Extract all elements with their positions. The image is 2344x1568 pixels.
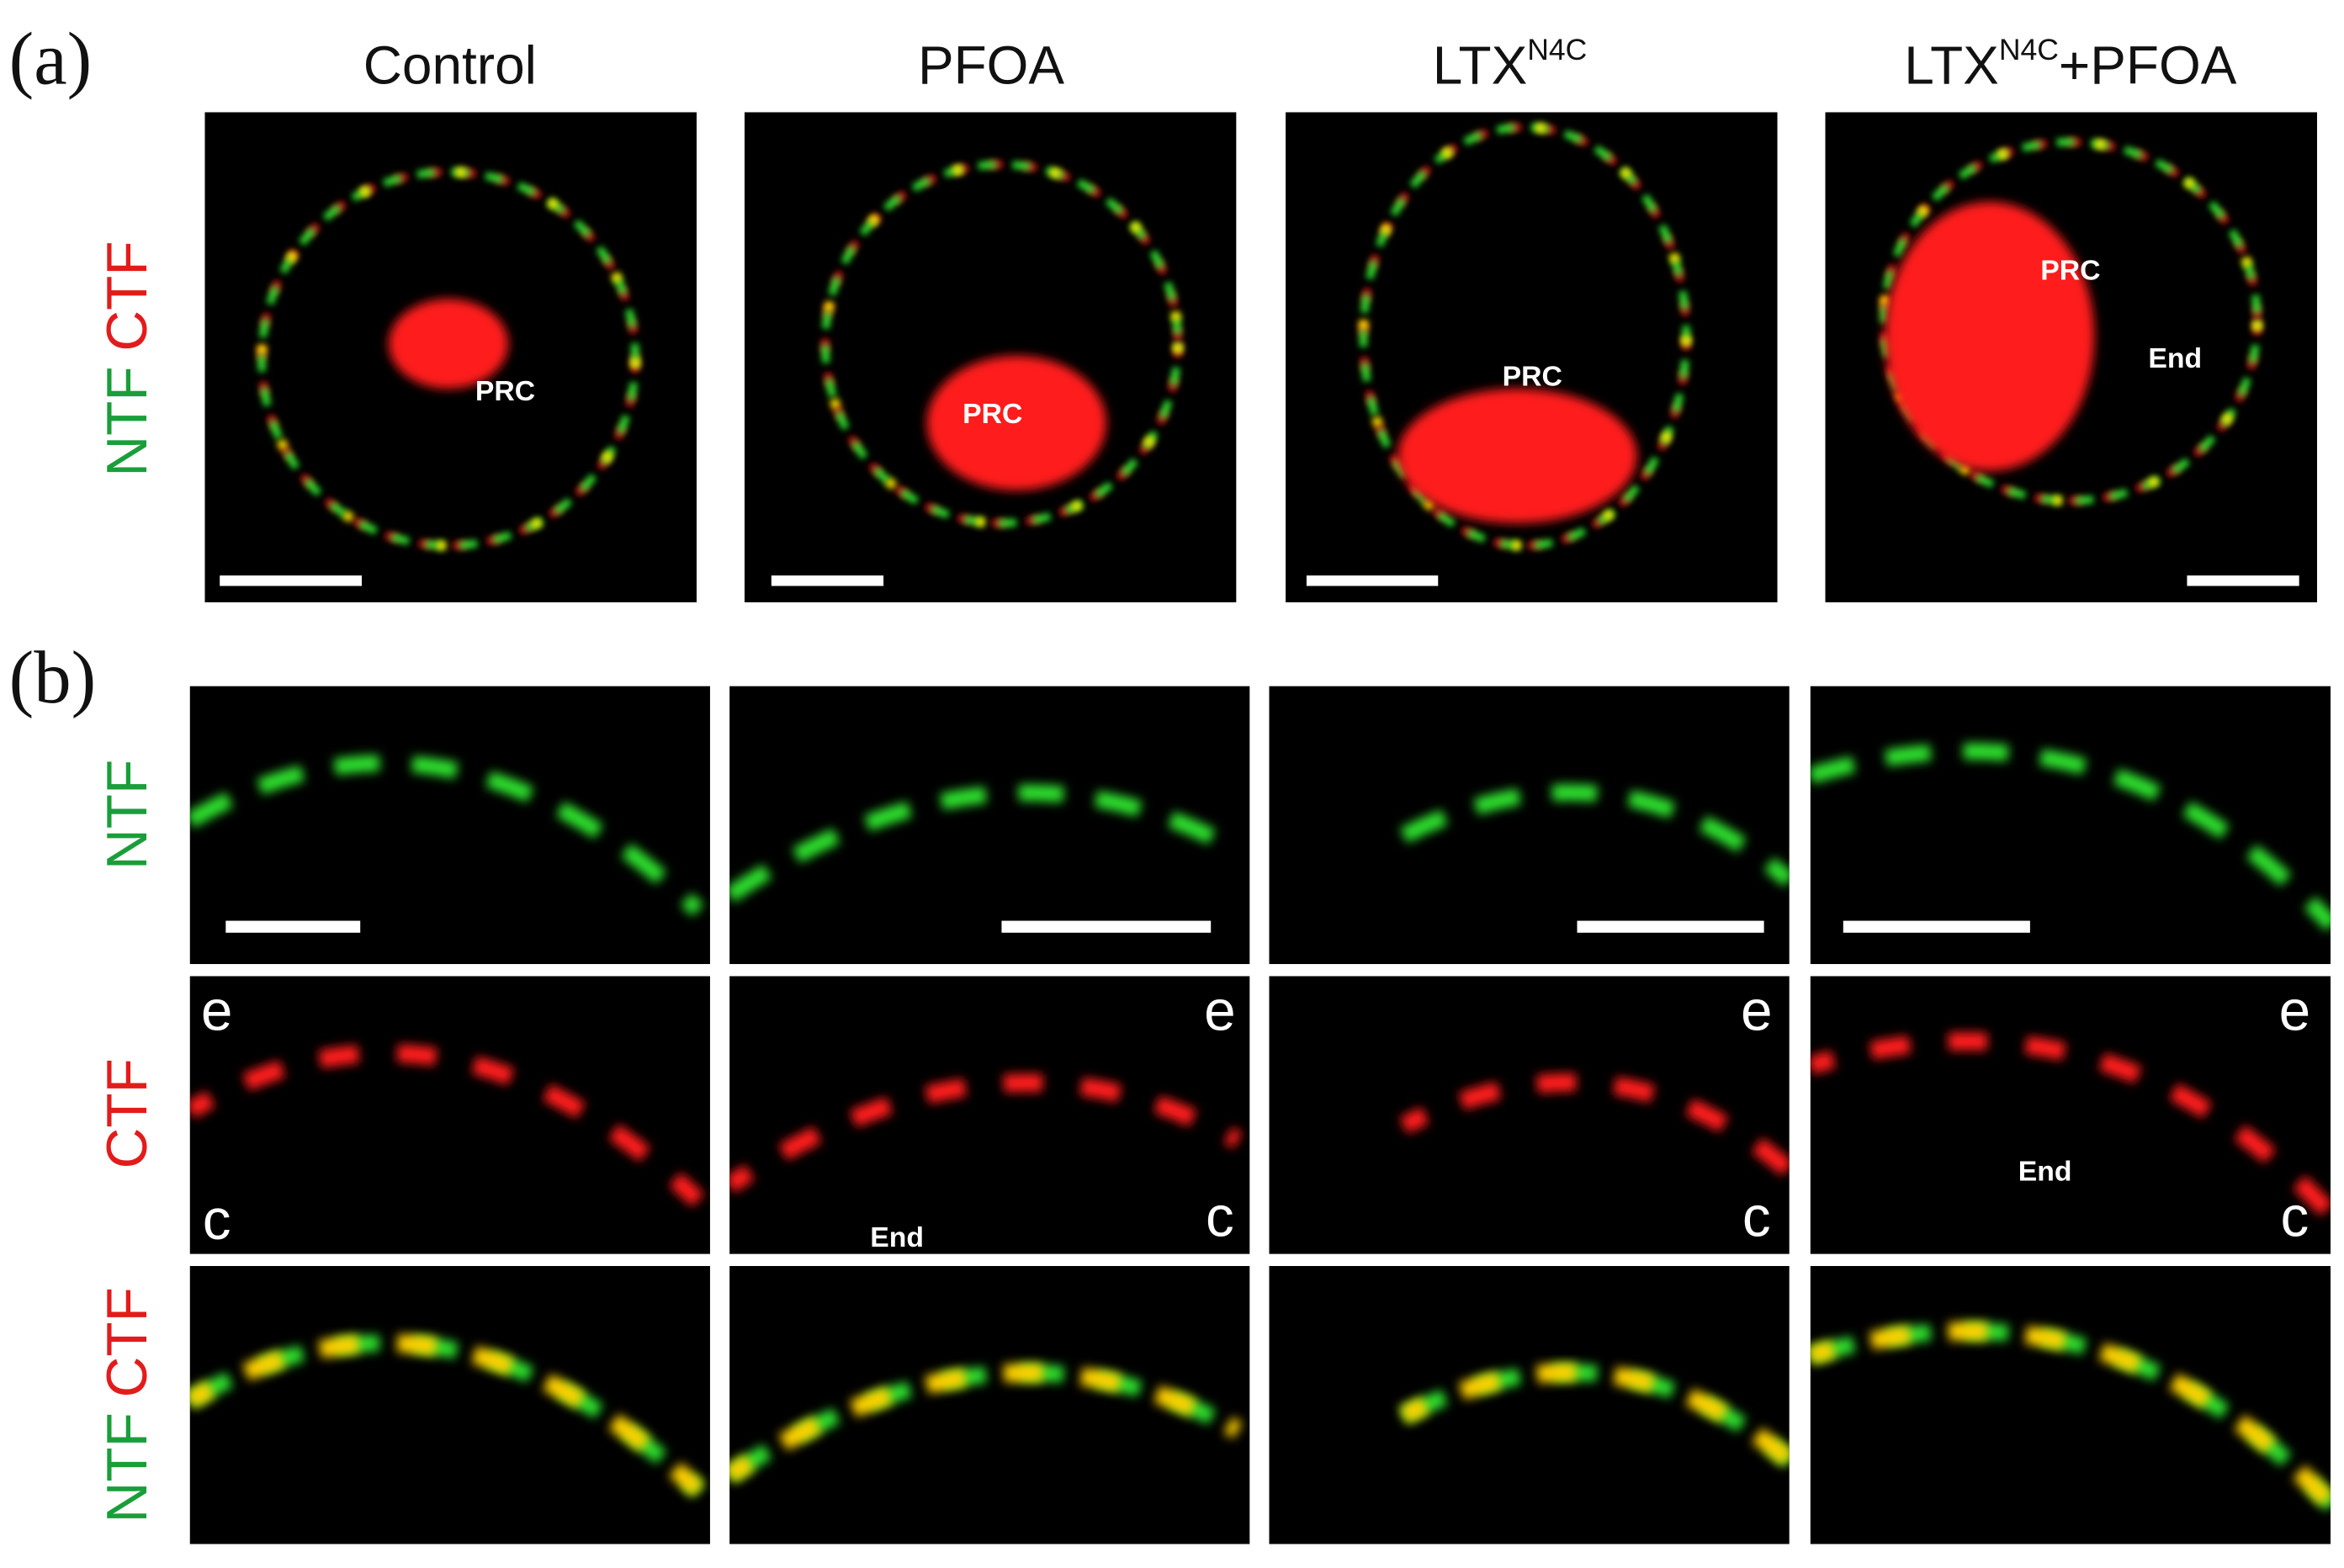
image-annotation: PRC (2040, 254, 2100, 286)
membrane-green (1400, 1364, 1790, 1467)
compartment-label: c (203, 1189, 231, 1252)
image-annotation: End (2148, 342, 2202, 374)
title-suffix: +PFOA (2059, 35, 2237, 96)
row-label: NTF CTF (96, 241, 159, 476)
column-title: LTXN4C+PFOA (1904, 33, 2236, 95)
row-label-word: CTF (96, 241, 159, 351)
prc-blob (1885, 201, 2095, 471)
membrane-red (189, 1334, 705, 1497)
scale-bar (2187, 575, 2299, 586)
micrograph (1810, 1266, 2331, 1544)
membrane-red (1810, 1032, 2331, 1221)
compartment-label: c (2280, 1185, 2309, 1248)
scale-bar (220, 575, 362, 586)
membrane-green (1400, 784, 1790, 887)
micrograph (729, 1266, 1250, 1544)
compartment-label: e (1204, 979, 1236, 1042)
image-annotation: End (2018, 1156, 2072, 1188)
row-label: NTF CTF (96, 1287, 159, 1523)
micrograph: PRC (204, 112, 697, 603)
micrograph (1269, 686, 1790, 965)
micrograph (1269, 1266, 1790, 1544)
membrane-red (1810, 1322, 2331, 1512)
image-annotation: End (870, 1221, 924, 1253)
row-label-word: CTF (96, 1287, 159, 1397)
micrograph (189, 1266, 710, 1544)
row-label-word: NTF (96, 1412, 159, 1523)
column-title: Control (363, 35, 537, 96)
title-text: LTX (1904, 35, 1999, 96)
image-background (189, 1266, 710, 1544)
row-label-word: NTF (96, 366, 159, 476)
image-background (729, 686, 1250, 965)
membrane-yellow (820, 160, 1183, 528)
title-superscript: N4C (1527, 33, 1587, 66)
scale-bar (225, 920, 361, 933)
compartment-label: c (1206, 1185, 1234, 1248)
image-background (1286, 112, 1778, 603)
membrane-red (189, 1044, 705, 1207)
micrograph (729, 686, 1250, 965)
row-label: CTF (96, 1058, 159, 1168)
panel-label: (b) (9, 637, 97, 719)
scale-bar (1001, 920, 1212, 933)
row-label-word: NTF (96, 760, 159, 870)
membrane-yellow (257, 167, 640, 550)
micrograph: e c End (729, 976, 1250, 1254)
micrograph: PRC (1286, 112, 1778, 603)
column-title: LTXN4C (1433, 33, 1588, 95)
image-background (1810, 976, 2331, 1254)
scale-bar (1577, 920, 1764, 933)
compartment-label: e (201, 979, 233, 1042)
image-annotation: PRC (963, 398, 1022, 430)
title-text: LTX (1433, 35, 1528, 96)
micrograph: ec (189, 976, 710, 1254)
image-background (189, 686, 710, 965)
image-background (744, 112, 1237, 603)
compartment-label: c (1742, 1185, 1771, 1248)
title-text: Control (363, 35, 537, 96)
membrane-red (729, 1364, 1243, 1483)
prc-blob (1397, 389, 1637, 523)
column-title: PFOA (918, 35, 1064, 96)
scale-bar (1306, 575, 1439, 586)
scale-bar (1843, 920, 2030, 933)
membrane-green (1810, 743, 2331, 931)
title-text: PFOA (918, 35, 1064, 96)
image-annotation: PRC (475, 375, 535, 407)
micrograph: PRC (744, 112, 1237, 603)
panel-label: (a) (9, 19, 93, 101)
title-superscript: N4C (1999, 33, 2059, 66)
compartment-label: e (2279, 979, 2311, 1042)
image-annotation: PRC (1503, 360, 1562, 392)
row-label: NTF (96, 760, 159, 870)
micrograph: PRC End (1825, 112, 2318, 603)
prc-blob (926, 355, 1106, 490)
membrane-yellow (1879, 137, 2262, 506)
image-background (1810, 686, 2331, 965)
membrane-yellow (1359, 122, 1691, 550)
membrane-green (729, 784, 1242, 903)
micrograph (189, 686, 710, 965)
image-background (1810, 1266, 2331, 1544)
micrograph (1810, 686, 2331, 965)
compartment-label: e (1741, 979, 1773, 1042)
scale-bar (771, 575, 884, 586)
membrane-green (189, 755, 704, 917)
prc-blob (388, 299, 509, 389)
row-label-word: CTF (96, 1058, 159, 1168)
micrograph: ec (1269, 976, 1790, 1254)
image-background (189, 976, 710, 1254)
micrograph: e c End (1810, 976, 2331, 1254)
membrane-red (729, 1073, 1243, 1193)
